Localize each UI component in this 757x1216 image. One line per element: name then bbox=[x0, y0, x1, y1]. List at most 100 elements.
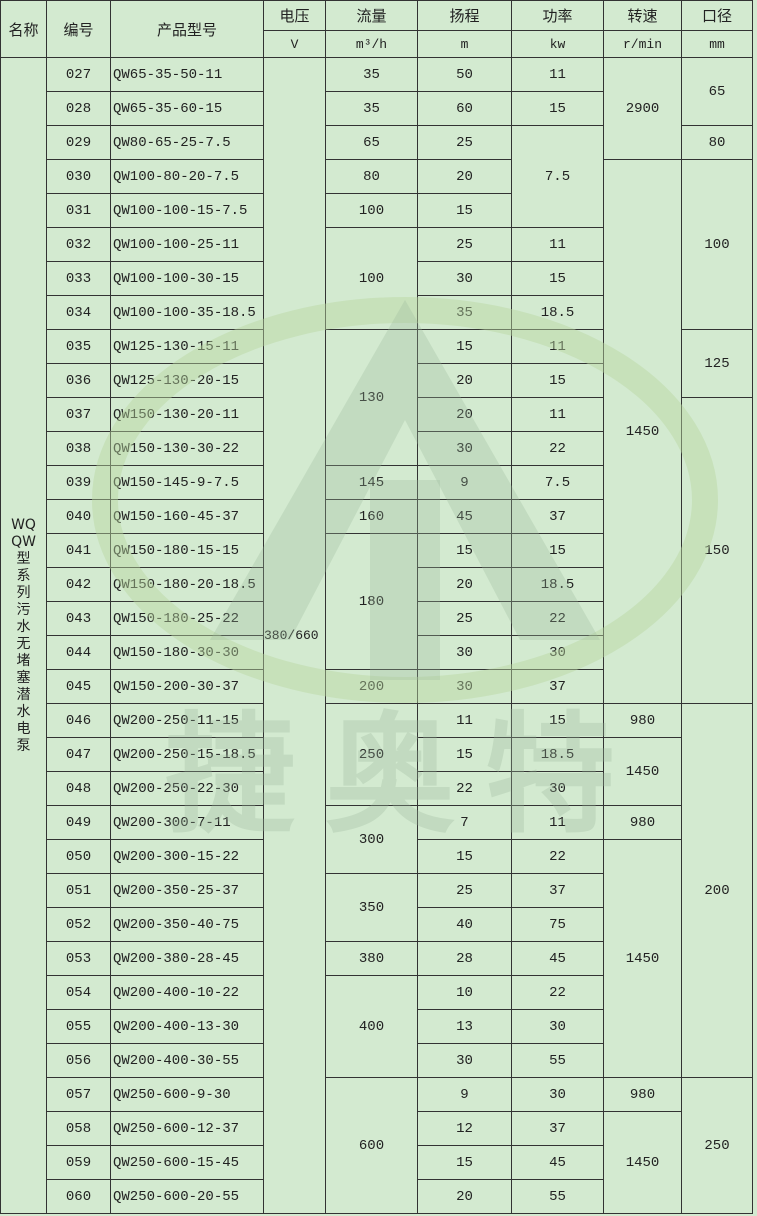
head-cell: 22 bbox=[417, 771, 512, 806]
no-cell: 040 bbox=[46, 499, 111, 534]
table-row: 054 QW200-400-10-22 400 10 22 bbox=[1, 975, 753, 1078]
diameter-cell: 65 bbox=[681, 57, 753, 126]
head-cell: 25 bbox=[417, 227, 512, 262]
speed-cell: 980 bbox=[603, 703, 682, 738]
series-name-char: 系 bbox=[16, 567, 31, 584]
table-row: 043 QW150-180-25-22 25 22 bbox=[1, 601, 753, 636]
model-cell: QW125-130-20-15 bbox=[110, 363, 264, 398]
table-row: 031 QW100-100-15-7.5 100 15 bbox=[1, 193, 753, 228]
power-cell: 30 bbox=[511, 1077, 604, 1112]
power-cell: 22 bbox=[511, 975, 604, 1010]
series-name-char: 列 bbox=[16, 584, 31, 601]
power-cell: 18.5 bbox=[511, 567, 604, 602]
table-row: 048 QW200-250-22-30 22 30 bbox=[1, 771, 753, 806]
table-row: 055 QW200-400-13-30 13 30 bbox=[1, 1009, 753, 1044]
series-name-char: QW bbox=[11, 533, 36, 550]
series-name-char: 潜 bbox=[16, 686, 31, 703]
table-row: 045 QW150-200-30-37 200 30 37 bbox=[1, 669, 753, 704]
header-model: 产品型号 bbox=[110, 0, 264, 58]
power-cell: 22 bbox=[511, 431, 604, 466]
model-cell: QW200-400-30-55 bbox=[110, 1043, 264, 1078]
head-cell: 10 bbox=[417, 975, 512, 1010]
no-cell: 042 bbox=[46, 567, 111, 602]
head-cell: 35 bbox=[417, 295, 512, 330]
series-name-char: 无 bbox=[16, 635, 31, 652]
head-cell: 40 bbox=[417, 907, 512, 942]
flow-cell: 130 bbox=[325, 329, 418, 466]
model-cell: QW200-300-7-11 bbox=[110, 805, 264, 840]
table-row: 039 QW150-145-9-7.5 145 9 7.5 bbox=[1, 465, 753, 500]
head-cell: 15 bbox=[417, 193, 512, 228]
flow-cell: 600 bbox=[325, 1077, 418, 1214]
series-name-char: 污 bbox=[16, 601, 31, 618]
table-row: 041 QW150-180-15-15 180 15 15 bbox=[1, 533, 753, 670]
no-cell: 034 bbox=[46, 295, 111, 330]
series-name-char: WQ bbox=[11, 516, 36, 533]
no-cell: 053 bbox=[46, 941, 111, 976]
model-cell: QW150-130-20-11 bbox=[110, 397, 264, 432]
flow-cell: 350 bbox=[325, 873, 418, 942]
series-name-char: 堵 bbox=[16, 652, 31, 669]
model-cell: QW150-145-9-7.5 bbox=[110, 465, 264, 500]
table-row: 056 QW200-400-30-55 30 55 bbox=[1, 1043, 753, 1078]
power-cell: 37 bbox=[511, 669, 604, 704]
head-cell: 30 bbox=[417, 1043, 512, 1078]
table-row: 049 QW200-300-7-11 300 7 11 980 bbox=[1, 805, 753, 874]
head-cell: 9 bbox=[417, 465, 512, 500]
unit-diameter: mm bbox=[681, 30, 753, 58]
no-cell: 039 bbox=[46, 465, 111, 500]
model-cell: QW200-350-40-75 bbox=[110, 907, 264, 942]
header-flow: 流量 bbox=[325, 0, 418, 31]
head-cell: 30 bbox=[417, 261, 512, 296]
power-cell: 11 bbox=[511, 329, 604, 364]
model-cell: QW250-600-12-37 bbox=[110, 1111, 264, 1146]
series-name-char: 水 bbox=[16, 703, 31, 720]
head-cell: 15 bbox=[417, 533, 512, 568]
head-cell: 15 bbox=[417, 329, 512, 364]
unit-power: kw bbox=[511, 30, 604, 58]
head-cell: 9 bbox=[417, 1077, 512, 1112]
model-cell: QW200-300-15-22 bbox=[110, 839, 264, 874]
head-cell: 7 bbox=[417, 805, 512, 840]
speed-cell: 1450 bbox=[603, 159, 682, 704]
series-name-char: 电 bbox=[16, 720, 31, 737]
head-cell: 20 bbox=[417, 363, 512, 398]
head-cell: 30 bbox=[417, 431, 512, 466]
diameter-cell: 100 bbox=[681, 159, 753, 330]
flow-cell: 100 bbox=[325, 193, 418, 228]
table-row: 059 QW250-600-15-45 15 45 bbox=[1, 1145, 753, 1180]
no-cell: 032 bbox=[46, 227, 111, 262]
flow-cell: 35 bbox=[325, 57, 418, 92]
no-cell: 047 bbox=[46, 737, 111, 772]
no-cell: 029 bbox=[46, 125, 111, 160]
head-cell: 28 bbox=[417, 941, 512, 976]
table-row: 032 QW100-100-25-11 100 25 11 bbox=[1, 227, 753, 330]
table-row: 028 QW65-35-60-15 35 60 15 bbox=[1, 91, 753, 126]
speed-cell: 2900 bbox=[603, 57, 682, 160]
power-cell: 15 bbox=[511, 91, 604, 126]
power-cell: 45 bbox=[511, 941, 604, 976]
voltage-cell: 380/660 bbox=[263, 57, 326, 1214]
model-cell: QW200-400-13-30 bbox=[110, 1009, 264, 1044]
model-cell: QW125-130-15-11 bbox=[110, 329, 264, 364]
table-row: 030 QW100-80-20-7.5 80 20 1450 100 bbox=[1, 159, 753, 704]
model-cell: QW150-180-30-30 bbox=[110, 635, 264, 670]
power-cell: 22 bbox=[511, 601, 604, 636]
diameter-cell: 150 bbox=[681, 397, 753, 704]
table-row: 053 QW200-380-28-45 380 28 45 bbox=[1, 941, 753, 976]
no-cell: 045 bbox=[46, 669, 111, 704]
no-cell: 030 bbox=[46, 159, 111, 194]
head-cell: 25 bbox=[417, 601, 512, 636]
header-speed: 转速 bbox=[603, 0, 682, 31]
header-diameter: 口径 bbox=[681, 0, 753, 31]
diameter-cell: 125 bbox=[681, 329, 753, 398]
flow-cell: 35 bbox=[325, 91, 418, 126]
head-cell: 15 bbox=[417, 839, 512, 874]
series-name-char: 泵 bbox=[16, 737, 31, 754]
no-cell: 033 bbox=[46, 261, 111, 296]
no-cell: 056 bbox=[46, 1043, 111, 1078]
model-cell: QW65-35-50-11 bbox=[110, 57, 264, 92]
model-cell: QW100-100-25-11 bbox=[110, 227, 264, 262]
power-cell: 30 bbox=[511, 1009, 604, 1044]
head-cell: 30 bbox=[417, 669, 512, 704]
